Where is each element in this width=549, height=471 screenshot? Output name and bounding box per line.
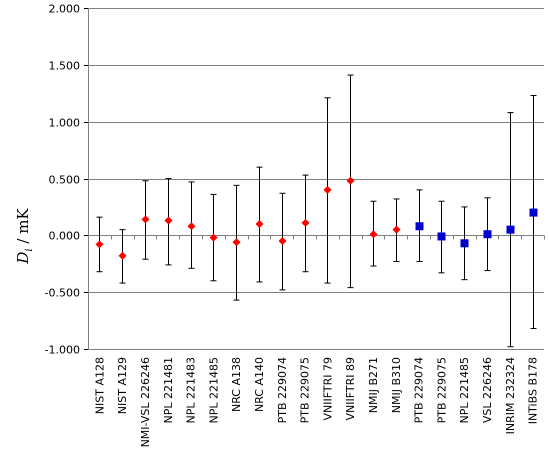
y-axis-label-symbol: D [14,252,32,265]
data-point-square [415,222,424,231]
y-tick-label: -1.000 [45,344,80,357]
data-point-diamond [323,185,332,194]
data-point-diamond [141,215,150,224]
x-tick-label: VNIIFTRI 89 [344,357,357,420]
data-point-diamond [301,218,310,227]
data-markers [95,176,538,260]
data-point-diamond [232,238,241,247]
data-point-diamond [255,219,264,228]
y-axis-label-unit: / mK [14,208,32,249]
error-bars [96,74,537,348]
x-tick-label: NPL 221485 [207,357,220,423]
x-tick-label: NRC A140 [253,357,266,412]
x-tick-label: NPL 221483 [185,357,198,423]
x-tick-label: NIST A128 [93,357,106,414]
data-point-diamond [164,216,173,225]
x-tick-label: NMIJ B271 [367,357,380,413]
x-tick-label: PTB 229075 [299,357,312,423]
x-tick-label: NIST A129 [116,357,129,414]
x-tick-label: INRIM 232324 [504,357,517,434]
x-tick-label: VSL 226246 [481,357,494,423]
x-tick-label: NRC A138 [230,357,243,412]
data-point-diamond [369,230,378,239]
x-tick-label: PTB 229074 [413,357,426,423]
x-tick-label: NMI-VSL 226246 [139,357,152,447]
y-tick-label: 0.500 [49,174,81,187]
x-tick-label: NMIJ B310 [390,357,403,413]
x-tick-label: PTB 229074 [276,357,289,423]
x-tick-label: PTB 229075 [435,357,448,423]
data-point-square [506,225,515,234]
data-point-diamond [187,222,196,231]
y-axis-label: Di / mK [14,208,35,265]
data-point-square [483,230,492,239]
data-point-diamond [118,251,127,260]
x-tick-label: NPL 221485 [458,357,471,423]
data-point-diamond [392,225,401,234]
data-point-diamond [209,233,218,242]
data-point-diamond [346,176,355,185]
x-tick-label: INTiBS B178 [527,357,540,424]
grid-lines [88,8,544,350]
x-tick-label: VNIIFTRI 79 [321,357,334,420]
data-point-square [437,232,446,241]
data-point-square [460,239,469,248]
x-tick-label: NPL 221481 [162,357,175,423]
data-point-square [529,208,538,217]
axes [84,8,545,350]
y-tick-label: 0.000 [49,230,81,243]
y-tick-label: 2.000 [49,3,81,16]
y-tick-label: 1.000 [49,117,81,130]
y-tick-label: -0.500 [45,287,80,300]
y-tick-label: 1.500 [49,60,81,73]
data-point-diamond [278,237,287,246]
y-tick-labels: 2.000 1.500 1.000 0.500 0.000 -0.500 -1.000 [45,3,80,357]
data-point-diamond [95,240,104,249]
y-axis-label-subscript: i [24,248,35,251]
x-tick-labels: NIST A128 NIST A129 NMI-VSL 226246 NPL 2214… [93,357,539,447]
y-axis-label-group: Di / mK [14,208,35,265]
